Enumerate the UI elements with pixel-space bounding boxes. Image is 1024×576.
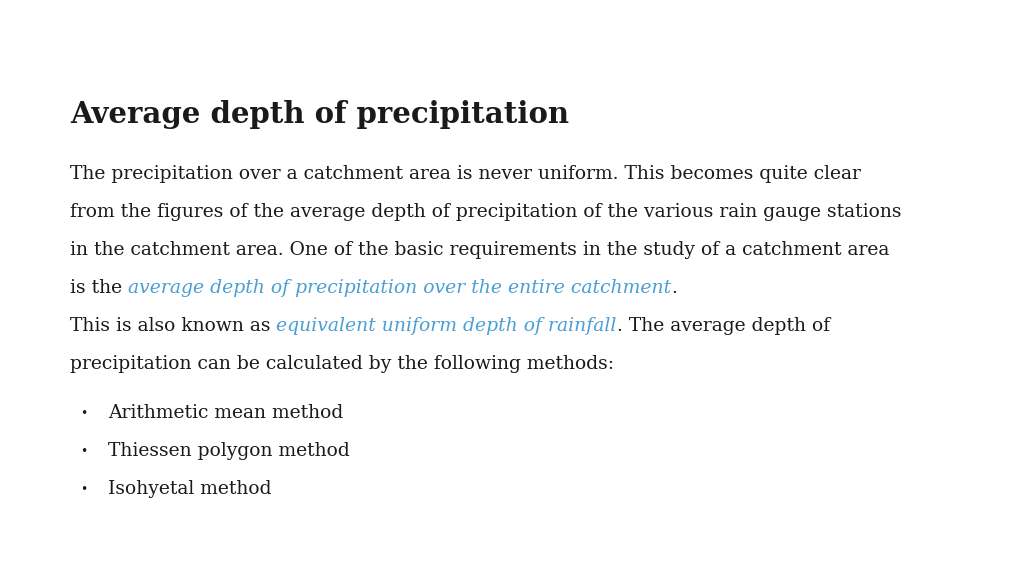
Text: This is also known as: This is also known as xyxy=(70,317,276,335)
Text: .: . xyxy=(672,279,677,297)
Text: Isohyetal method: Isohyetal method xyxy=(108,480,271,498)
Text: •: • xyxy=(80,445,87,458)
Text: Arithmetic mean method: Arithmetic mean method xyxy=(108,404,343,422)
Text: The precipitation over a catchment area is never uniform. This becomes quite cle: The precipitation over a catchment area … xyxy=(70,165,861,183)
Text: precipitation can be calculated by the following methods:: precipitation can be calculated by the f… xyxy=(70,355,614,373)
Text: •: • xyxy=(80,483,87,497)
Text: •: • xyxy=(80,407,87,420)
Text: Thiessen polygon method: Thiessen polygon method xyxy=(108,442,350,460)
Text: average depth of precipitation over the entire catchment: average depth of precipitation over the … xyxy=(128,279,672,297)
Text: from the figures of the average depth of precipitation of the various rain gauge: from the figures of the average depth of… xyxy=(70,203,901,221)
Text: in the catchment area. One of the basic requirements in the study of a catchment: in the catchment area. One of the basic … xyxy=(70,241,890,259)
Text: . The average depth of: . The average depth of xyxy=(616,317,830,335)
Text: equivalent uniform depth of rainfall: equivalent uniform depth of rainfall xyxy=(276,317,616,335)
Text: Average depth of precipitation: Average depth of precipitation xyxy=(70,100,569,129)
Text: is the: is the xyxy=(70,279,128,297)
